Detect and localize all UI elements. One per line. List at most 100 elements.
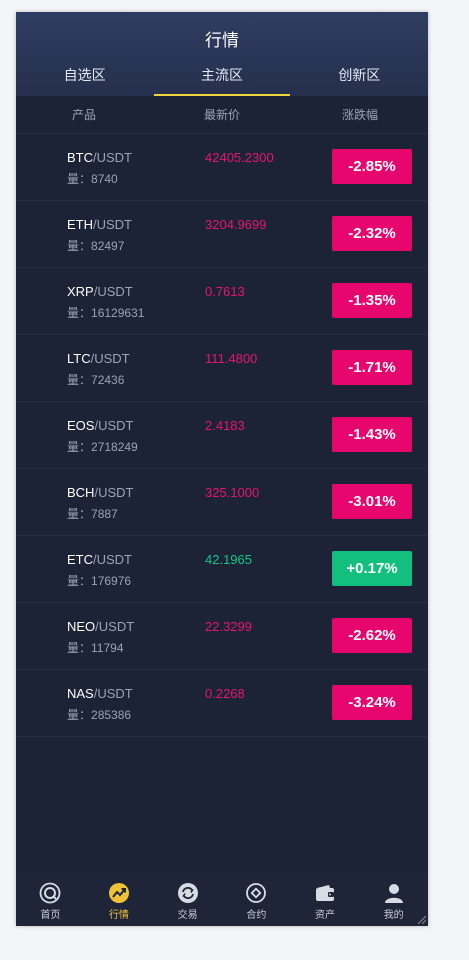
change-badge[interactable]: -2.85% <box>332 149 412 184</box>
market-row[interactable]: NEO/USDT 量：11794 22.3299 -2.62% <box>16 603 428 670</box>
last-price: 22.3299 <box>205 619 252 634</box>
change-badge[interactable]: -1.43% <box>332 417 412 452</box>
pair-quote: /USDT <box>95 619 135 634</box>
volume-prefix: 量： <box>67 239 92 253</box>
market-row[interactable]: BCH/USDT 量：7887 325.1000 -3.01% <box>16 469 428 536</box>
contract-icon <box>246 883 267 903</box>
pair-base: ETC <box>67 552 93 567</box>
pair-quote: /USDT <box>93 217 132 232</box>
market-row[interactable]: BTC/USDT 量：8740 42405.2300 -2.85% <box>16 134 428 201</box>
pair-quote: /USDT <box>94 485 134 500</box>
pair-name: EOS/USDT <box>67 418 133 433</box>
pair-volume: 量：285386 <box>67 706 131 723</box>
pair-volume: 量：176976 <box>67 572 131 589</box>
change-badge[interactable]: -1.35% <box>332 283 412 318</box>
header: 行情 自选区 主流区 创新区 <box>16 12 428 96</box>
pair-name: XRP/USDT <box>67 284 133 299</box>
volume-value: 16129631 <box>91 306 145 320</box>
nav-label: 行情 <box>109 910 129 921</box>
home-icon <box>39 882 61 904</box>
volume-value: 72436 <box>91 373 125 387</box>
pair-base: XRP <box>67 284 94 299</box>
nav-item-user[interactable]: 我的 <box>359 874 428 926</box>
volume-value: 285386 <box>91 708 132 722</box>
nav-item-trade[interactable]: 交易 <box>153 874 222 926</box>
volume-prefix: 量： <box>67 440 92 454</box>
pair-quote: /USDT <box>90 351 130 366</box>
last-price: 3204.9699 <box>205 217 267 232</box>
market-row[interactable]: ETH/USDT 量：82497 3204.9699 -2.32% <box>16 201 428 268</box>
change-badge[interactable]: +0.17% <box>332 551 412 586</box>
volume-value: 7887 <box>91 507 118 521</box>
change-badge[interactable]: -3.24% <box>332 685 412 720</box>
pair-volume: 量：16129631 <box>67 304 144 321</box>
pair-volume: 量：2718249 <box>67 438 138 455</box>
volume-prefix: 量： <box>67 641 92 655</box>
volume-value: 8740 <box>91 172 118 186</box>
wallet-icon <box>316 885 335 901</box>
column-price: 最新价 <box>204 108 241 122</box>
last-price: 111.4800 <box>205 351 258 366</box>
volume-prefix: 量： <box>67 306 92 320</box>
volume-prefix: 量： <box>67 708 92 722</box>
pair-volume: 量：11794 <box>67 639 124 656</box>
last-price: 2.4183 <box>205 418 245 433</box>
market-row[interactable]: EOS/USDT 量：2718249 2.4183 -1.43% <box>16 402 428 469</box>
tab-mainstream[interactable]: 主流区 <box>153 64 291 96</box>
market-row[interactable]: NAS/USDT 量：285386 0.2268 -3.24% <box>16 670 428 737</box>
change-badge[interactable]: -3.01% <box>332 484 412 519</box>
change-badge[interactable]: -2.62% <box>332 618 412 653</box>
tab-favorites[interactable]: 自选区 <box>63 67 106 83</box>
change-badge[interactable]: -1.71% <box>332 350 412 385</box>
pair-quote: /USDT <box>94 418 134 433</box>
nav-item-home[interactable]: 首页 <box>16 874 85 926</box>
market-icon <box>109 883 129 903</box>
volume-value: 82497 <box>91 239 125 253</box>
pair-quote: /USDT <box>93 150 132 165</box>
nav-label: 资产 <box>315 910 336 921</box>
pair-name: ETC/USDT <box>67 552 132 567</box>
tab-innovation[interactable]: 创新区 <box>338 67 381 83</box>
last-price: 42.1965 <box>205 552 252 567</box>
nav-item-market[interactable]: 行情 <box>85 874 154 926</box>
market-row[interactable]: ETC/USDT 量：176976 42.1965 +0.17% <box>16 536 428 603</box>
pair-volume: 量：72436 <box>67 371 124 388</box>
pair-base: NEO <box>67 619 96 634</box>
pair-name: NEO/USDT <box>67 619 134 634</box>
nav-label: 我的 <box>383 910 404 921</box>
last-price: 42405.2300 <box>205 150 274 165</box>
market-row[interactable]: XRP/USDT 量：16129631 0.7613 -1.35% <box>16 268 428 335</box>
pair-base: BCH <box>67 485 95 500</box>
last-price: 0.7613 <box>205 284 245 299</box>
pair-quote: /USDT <box>93 686 133 701</box>
nav-label: 合约 <box>246 910 267 921</box>
change-badge[interactable]: -2.32% <box>332 216 412 251</box>
resize-handle-icon[interactable] <box>416 914 426 924</box>
pair-base: LTC <box>67 351 91 366</box>
volume-prefix: 量： <box>67 172 92 186</box>
market-tabs: 自选区 主流区 创新区 <box>16 64 428 96</box>
nav-label: 交易 <box>177 910 198 921</box>
market-list: BTC/USDT 量：8740 42405.2300 -2.85% ETH/US… <box>16 134 428 737</box>
user-icon <box>384 884 403 903</box>
pair-base: NAS <box>67 686 94 701</box>
page-title: 行情 <box>205 31 239 50</box>
nav-label: 首页 <box>40 910 61 921</box>
trade-icon <box>177 883 198 903</box>
market-row[interactable]: LTC/USDT 量：72436 111.4800 -1.71% <box>16 335 428 402</box>
pair-name: BTC/USDT <box>67 150 132 165</box>
pair-base: EOS <box>67 418 95 433</box>
column-header: 产品 最新价 涨跌幅 <box>16 96 428 134</box>
nav-item-wallet[interactable]: 资产 <box>291 874 360 926</box>
pair-name: BCH/USDT <box>67 485 133 500</box>
last-price: 0.2268 <box>205 686 245 701</box>
pair-volume: 量：82497 <box>67 237 124 254</box>
nav-item-contract[interactable]: 合约 <box>222 874 291 926</box>
last-price: 325.1000 <box>205 485 260 500</box>
column-change: 涨跌幅 <box>341 108 378 122</box>
volume-prefix: 量： <box>67 574 92 588</box>
volume-prefix: 量： <box>67 507 92 521</box>
volume-value: 176976 <box>91 574 132 588</box>
volume-value: 11794 <box>91 641 124 655</box>
pair-volume: 量：8740 <box>67 170 118 187</box>
